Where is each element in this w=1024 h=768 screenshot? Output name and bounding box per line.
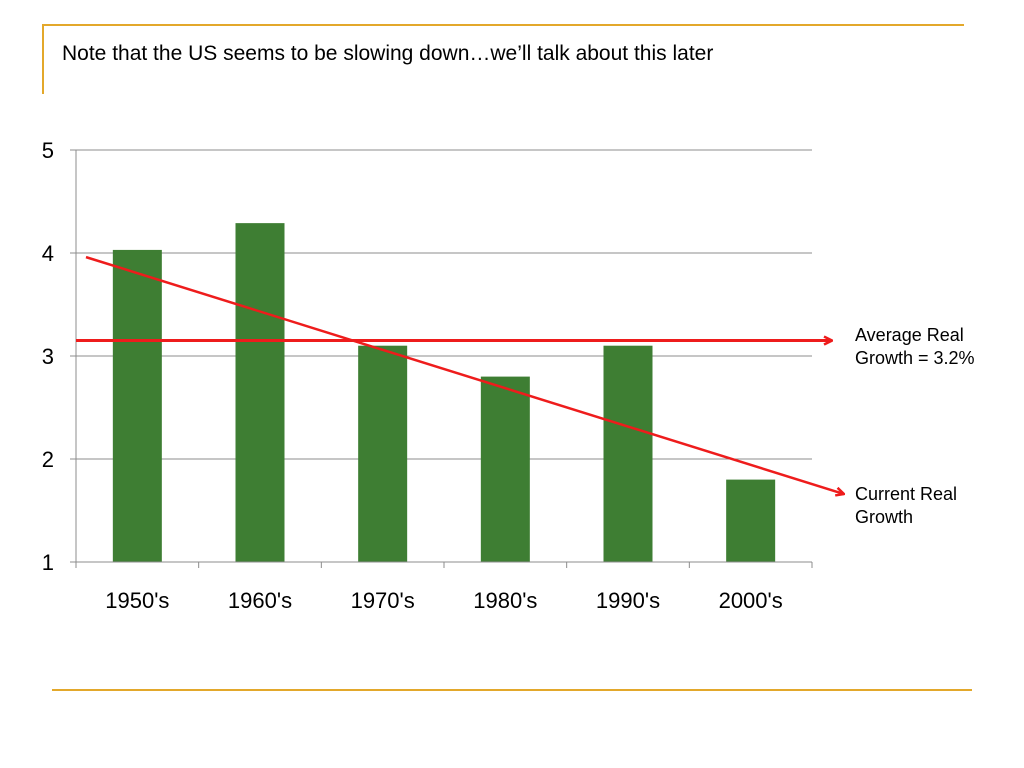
y-tick-label: 5 xyxy=(42,138,54,163)
y-tick-label: 1 xyxy=(42,550,54,575)
title-frame-left-rule xyxy=(42,24,44,94)
title-frame-top-rule xyxy=(42,24,964,26)
current-growth-label: Current Real Growth xyxy=(855,483,957,529)
x-tick-label: 2000's xyxy=(719,588,783,613)
x-tick-label: 1970's xyxy=(351,588,415,613)
axes xyxy=(70,149,813,568)
slide-title: Note that the US seems to be slowing dow… xyxy=(62,42,714,65)
y-tick-label: 4 xyxy=(42,241,54,266)
bar-1990's xyxy=(603,345,653,562)
bar-1980's xyxy=(480,376,530,562)
x-tick-label: 1950's xyxy=(105,588,169,613)
current-growth-label-line-2: Growth xyxy=(855,507,914,528)
y-tick-label: 2 xyxy=(42,447,54,472)
bars xyxy=(112,223,776,562)
bar-2000's xyxy=(726,479,776,562)
tick-labels: 1 2 3 4 5 1950's 1960's 1970's 1980's 1990's 2000'… xyxy=(42,138,783,613)
bar-1970's xyxy=(358,345,408,562)
current-growth-label-line-1: Current Real xyxy=(855,484,958,505)
gridlines xyxy=(76,149,812,460)
x-tick-label: 1990's xyxy=(596,588,660,613)
average-growth-label-line-1: Average Real xyxy=(855,324,964,345)
x-tick-label: 1960's xyxy=(228,588,292,613)
current-growth-trend-arrow xyxy=(85,255,844,494)
average-growth-label: Average Real Growth = 3.2% xyxy=(855,324,975,370)
x-tick-label: 1980's xyxy=(473,588,537,613)
bar-1950's xyxy=(112,249,162,562)
average-growth-label-line-2: Growth = 3.2% xyxy=(855,347,975,368)
y-tick-label: 3 xyxy=(42,344,54,369)
bar-1960's xyxy=(235,223,285,562)
annotation-arrows xyxy=(76,255,844,494)
footer-rule xyxy=(52,689,972,691)
